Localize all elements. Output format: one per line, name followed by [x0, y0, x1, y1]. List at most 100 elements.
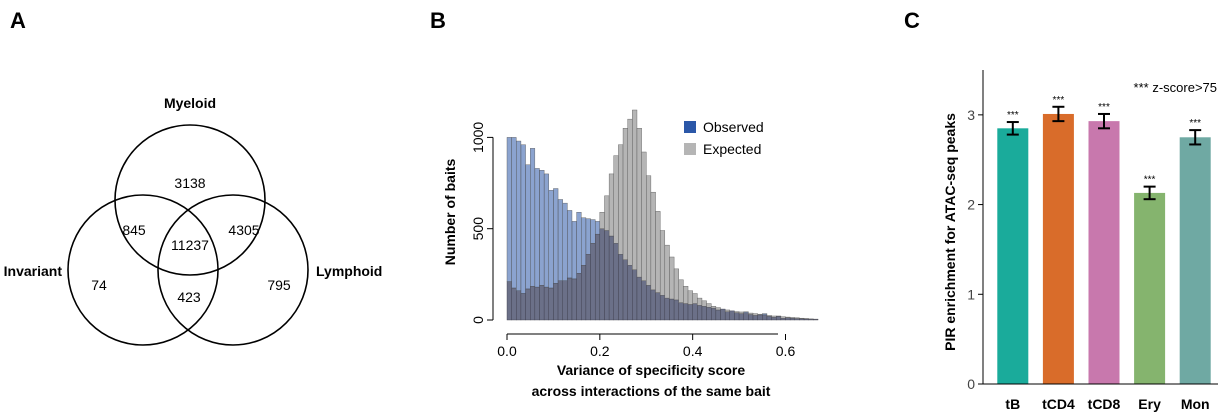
hist-bar-observed	[530, 148, 536, 287]
hist-bar-observed	[562, 202, 568, 281]
hist-bar-overlap	[794, 318, 800, 321]
hist-bar-overlap	[743, 312, 749, 321]
bar-chart-y-tick-label: 0	[967, 376, 975, 392]
legend-label-observed: Observed	[703, 119, 764, 135]
hist-bar-overlap	[641, 280, 647, 321]
hist-bar-overlap	[525, 288, 531, 321]
hist-bar-overlap	[655, 292, 661, 321]
hist-bar-overlap	[738, 313, 744, 321]
hist-bar-expected	[757, 313, 763, 316]
bar-category-label: Mon	[1181, 396, 1210, 412]
hist-bar-overlap	[785, 317, 791, 321]
hist-bar-expected	[687, 290, 693, 305]
bar-category-label: tCD8	[1088, 396, 1121, 412]
venn-region-invariant-only: 74	[91, 277, 107, 293]
hist-bar-overlap	[724, 311, 731, 321]
hist-bar-expected	[692, 293, 698, 304]
hist-bar-expected	[636, 128, 642, 278]
bar-tCD4	[1042, 113, 1074, 385]
hist-bar-observed	[553, 188, 559, 284]
hist-bar-overlap	[520, 293, 526, 321]
hist-bar-overlap	[673, 299, 679, 321]
venn-region-invariant-lymphoid: 423	[177, 289, 201, 305]
hist-bar-observed	[557, 199, 563, 281]
bar-chart-y-axis-label: PIR enrichment for ATAC-seq peaks	[942, 113, 958, 351]
hist-bar-overlap	[539, 285, 545, 321]
hist-bar-observed	[581, 217, 587, 266]
hist-bar-overlap	[734, 312, 740, 321]
hist-bar-overlap	[766, 316, 772, 321]
histogram-x-tick-label: 0.4	[683, 343, 703, 359]
significance-label: ***	[1189, 118, 1201, 129]
bar-chart-axes: 0 1 2 3	[967, 70, 1218, 392]
bar-chart-marks: *** tB *** tCD4 *** tCD8 *** Ery *** Mon	[997, 95, 1211, 412]
bar-chart-y-tick-label: 2	[967, 197, 975, 213]
significance-label: ***	[1098, 102, 1110, 113]
hist-bar-overlap	[762, 314, 768, 321]
hist-bar-observed	[585, 218, 591, 255]
significance-label: ***	[1053, 95, 1065, 106]
bar-category-label: Ery	[1138, 396, 1161, 412]
hist-bar-observed	[539, 170, 545, 286]
hist-bar-expected	[622, 128, 628, 260]
panel-label-a: A	[10, 8, 26, 33]
hist-bar-overlap	[789, 317, 795, 321]
hist-bar-observed	[506, 137, 512, 282]
hist-bar-overlap	[571, 278, 577, 321]
hist-bar-overlap	[594, 233, 601, 321]
hist-bar-overlap	[534, 286, 540, 321]
legend-swatch-observed	[684, 121, 696, 133]
hist-bar-overlap	[748, 314, 754, 321]
hist-bar-observed	[576, 212, 582, 274]
hist-bar-overlap	[557, 280, 563, 321]
hist-bar-expected	[669, 256, 675, 300]
hist-bar-overlap	[711, 307, 717, 321]
hist-bar-overlap	[604, 230, 610, 321]
legend-swatch-expected	[684, 143, 696, 155]
hist-bar-expected	[794, 317, 800, 319]
hist-bar-overlap	[608, 235, 614, 321]
hist-bar-expected	[608, 173, 614, 237]
hist-bar-overlap	[752, 315, 758, 321]
hist-bar-overlap	[567, 277, 573, 321]
venn-circle-lymphoid	[157, 194, 309, 346]
legend-label-expected: Expected	[703, 141, 761, 157]
hist-bar-overlap	[669, 298, 675, 321]
hist-bar-overlap	[530, 286, 536, 321]
bar-category-label: tCD4	[1042, 396, 1075, 412]
histogram-x-tick-label: 0.0	[497, 343, 517, 359]
hist-bar-observed	[534, 168, 540, 288]
hist-bar-expected	[683, 286, 689, 304]
hist-bar-overlap	[632, 269, 638, 321]
hist-bar-expected	[650, 191, 656, 291]
hist-bar-expected	[627, 118, 633, 266]
bar-tCD8	[1088, 121, 1120, 384]
bar-chart-annotation: *** z-score>75	[1134, 80, 1217, 95]
histogram-chart: 0.0 0.2 0.4 0.6 0 500 1000 Number of baits Var…	[442, 109, 819, 399]
hist-bar-overlap	[697, 305, 703, 321]
venn-region-myeloid-lymphoid: 4305	[228, 222, 259, 238]
hist-bar-overlap	[664, 297, 670, 321]
hist-bar-overlap	[548, 287, 554, 321]
hist-bar-expected	[789, 317, 795, 319]
hist-bar-expected	[599, 212, 605, 229]
hist-bar-overlap	[599, 228, 605, 321]
bar-chart-y-tick-label: 3	[967, 107, 975, 123]
hist-bar-overlap	[678, 302, 684, 321]
venn-set-label-invariant: Invariant	[4, 263, 63, 279]
histogram-bars	[506, 109, 819, 321]
hist-bar-overlap	[581, 265, 587, 321]
hist-bar-overlap	[576, 273, 582, 321]
hist-bar-expected	[748, 312, 754, 315]
hist-bar-overlap	[627, 265, 633, 321]
bar-category-label: tB	[1005, 396, 1020, 412]
histogram-legend: Observed Expected	[684, 119, 764, 157]
venn-region-lymphoid-only: 795	[267, 277, 291, 293]
hist-bar-overlap	[650, 289, 656, 321]
hist-bar-expected	[780, 316, 786, 319]
hist-bar-observed	[548, 190, 554, 289]
hist-bar-expected	[655, 211, 661, 293]
histogram-x-tick-label: 0.2	[590, 343, 610, 359]
hist-bar-overlap	[715, 309, 721, 321]
